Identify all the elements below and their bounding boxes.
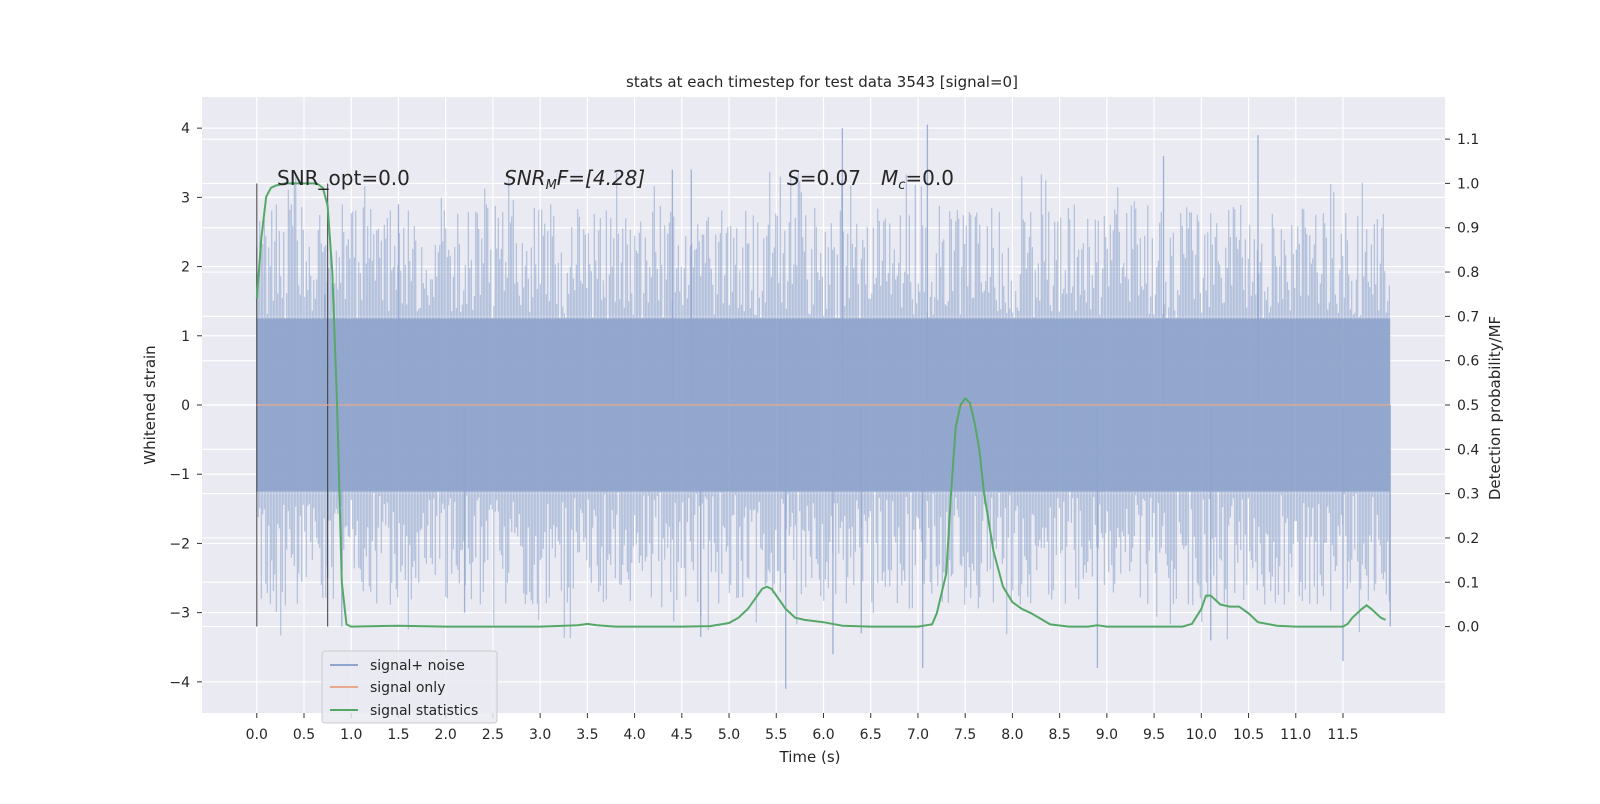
x-tick-label: 9.0	[1096, 727, 1118, 743]
x-tick-label: 2.0	[435, 727, 457, 743]
x-tick-labels: 0.0 0.5 1.0 1.5 2.0 2.5 3.0 3.5 4.0 4.5 5.0 5.5 6.0 6…	[246, 713, 1359, 743]
x-tick-label: 2.5	[482, 727, 504, 743]
y-right-tick-label: 0.1	[1457, 575, 1479, 591]
y-right-tick-label: 0.7	[1457, 309, 1479, 325]
annotation-snr-mf-rest: F=[4.28]	[557, 166, 645, 190]
legend-box	[321, 650, 498, 724]
annotation-snr-opt: SNR_opt=0.0	[277, 166, 410, 190]
y-right-tick-labels: 1.1 1.0 0.9 0.8 0.7 0.6 0.5 0.4 0.3 0.2 0.1 0.0	[1445, 132, 1479, 636]
legend-label-signal-noise: signal+ noise	[370, 658, 465, 674]
y-left-tick-label: 4	[181, 121, 190, 137]
x-tick-label: 10.0	[1186, 727, 1217, 743]
x-tick-label: 6.0	[812, 727, 834, 743]
annotation-snr-mf-sub: M	[546, 178, 557, 193]
x-tick-label: 11.0	[1280, 727, 1311, 743]
x-tick-label: 5.0	[718, 727, 740, 743]
y-left-tick-label: −4	[169, 675, 190, 691]
series-lines	[255, 182, 1391, 628]
x-tick-label: 8.5	[1048, 727, 1070, 743]
annotation-s-var: S	[787, 166, 800, 190]
y-right-tick-label: 0.6	[1457, 354, 1479, 370]
legend: signal+ noise signal only signal statist…	[321, 650, 498, 724]
x-tick-label: 0.5	[293, 727, 315, 743]
x-tick-label: 5.5	[765, 727, 787, 743]
y-left-tick-label: 0	[181, 398, 190, 414]
annotation-snr-mf: SNRMF=[4.28]	[504, 166, 645, 193]
y-left-tick-labels: 4 3 2 1 0 −1 −2 −3 −4	[169, 121, 202, 691]
annotation-s: S=0.07	[787, 166, 861, 190]
y-right-tick-label: 1.0	[1457, 176, 1479, 192]
y-right-tick-label: 0.2	[1457, 531, 1479, 547]
annotation-snr-mf-main: SNR	[504, 166, 546, 190]
annotation-mc-sub: c	[898, 178, 905, 193]
legend-label-signal-only: signal only	[370, 680, 445, 696]
x-tick-label: 6.5	[860, 727, 882, 743]
annotation-mc: Mc=0.0	[881, 166, 954, 193]
y-right-tick-label: 0.8	[1457, 265, 1479, 281]
y-right-tick-label: 0.3	[1457, 487, 1479, 503]
y-left-tick-label: −2	[169, 536, 190, 552]
x-tick-label: 7.5	[954, 727, 976, 743]
y-left-tick-label: 1	[181, 329, 190, 345]
chart-title: stats at each timestep for test data 354…	[626, 73, 1018, 91]
annotation-mc-var: M	[881, 166, 898, 190]
y-right-tick-label: 0.0	[1457, 620, 1479, 636]
series-line-signal-statistics	[255, 182, 1386, 628]
y-left-tick-label: 3	[181, 190, 190, 206]
annotation-s-val: =0.07	[800, 166, 861, 190]
x-tick-label: 7.0	[907, 727, 929, 743]
x-tick-label: 0.0	[246, 727, 268, 743]
x-tick-label: 3.5	[576, 727, 598, 743]
y-left-axis-label: Whitened strain	[141, 345, 159, 464]
y-left-tick-label: −1	[169, 467, 190, 483]
y-left-tick-label: 2	[181, 260, 190, 276]
y-right-axis-label: Detection probability/MF	[1486, 316, 1504, 500]
x-tick-label: 4.5	[671, 727, 693, 743]
x-tick-label: 4.0	[623, 727, 645, 743]
y-right-tick-label: 0.5	[1457, 398, 1479, 414]
y-right-tick-label: 0.9	[1457, 221, 1479, 237]
x-tick-label: 9.5	[1143, 727, 1165, 743]
x-tick-label: 8.0	[1001, 727, 1023, 743]
x-tick-label: 1.0	[340, 727, 362, 743]
x-tick-label: 3.0	[529, 727, 551, 743]
y-right-tick-label: 0.4	[1457, 442, 1479, 458]
annotation-mc-val: =0.0	[905, 166, 954, 190]
x-tick-label: 10.5	[1233, 727, 1264, 743]
x-axis-label: Time (s)	[779, 748, 841, 766]
y-left-tick-label: −3	[169, 606, 190, 622]
legend-label-signal-statistics: signal statistics	[370, 703, 478, 719]
x-tick-label: 11.5	[1327, 727, 1358, 743]
x-tick-label: 1.5	[387, 727, 409, 743]
noise-spikes	[324, 124, 1391, 689]
y-right-tick-label: 1.1	[1457, 132, 1479, 148]
